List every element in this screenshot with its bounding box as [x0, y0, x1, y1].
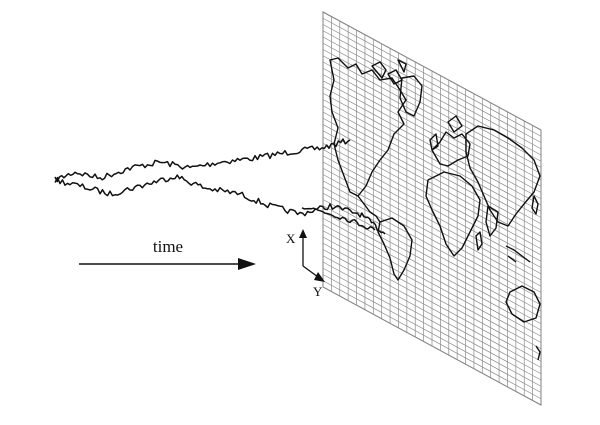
grid-line-horizontal: [322, 274, 542, 393]
time-label: time: [153, 237, 183, 256]
grid-line-horizontal: [322, 186, 542, 306]
north-america-outline: [329, 57, 407, 197]
grid-line-horizontal: [322, 86, 542, 206]
grid-line-horizontal: [322, 199, 542, 318]
grid-line-horizontal: [322, 92, 542, 212]
grid-line-horizontal: [322, 142, 542, 262]
time-arrow: time: [79, 237, 256, 270]
grid-line-horizontal: [322, 55, 542, 175]
europe-outline: [431, 131, 471, 167]
grid-line-horizontal: [322, 105, 542, 225]
trajectory-path-1: [54, 138, 351, 183]
grid-line-horizontal: [322, 261, 542, 381]
grid-line-horizontal: [322, 30, 542, 150]
grid-line-horizontal: [322, 249, 542, 368]
y-axis-line: [302, 265, 319, 278]
grid-line-horizontal: [322, 242, 542, 362]
south-america-outline: [377, 217, 413, 281]
grid-line-horizontal: [322, 99, 542, 218]
grid-line-horizontal: [322, 230, 542, 350]
greenland-outline: [399, 75, 423, 117]
grid-line-horizontal: [322, 11, 542, 131]
grid-line-horizontal: [322, 224, 542, 343]
grid-line-horizontal: [322, 167, 542, 287]
continent-outlines: [329, 57, 541, 361]
grid-line-horizontal: [322, 136, 542, 256]
indonesia-outline: [505, 245, 531, 263]
asia-outline: [465, 125, 541, 227]
x-axis-arrowhead: [299, 229, 307, 238]
british-isles-outline: [429, 115, 463, 151]
grid-line-horizontal: [322, 280, 542, 400]
x-axis-label: X: [286, 231, 296, 246]
grid-line-horizontal: [322, 255, 542, 375]
y-axis-label: Y: [313, 284, 323, 299]
grid-line-horizontal: [322, 217, 542, 337]
grid-line-horizontal: [322, 236, 542, 356]
grid-line-horizontal: [322, 286, 542, 406]
grid-line-horizontal: [322, 74, 542, 193]
grid-line-horizontal: [322, 17, 542, 137]
grid-line-horizontal: [322, 24, 542, 143]
madagascar-outline: [475, 231, 483, 251]
grid-line-horizontal: [322, 180, 542, 300]
time-arrow-head: [238, 258, 256, 270]
central-america-outline: [357, 195, 381, 223]
grid-line-horizontal: [322, 130, 542, 250]
xy-axes-indicator: [299, 229, 325, 282]
grid-line-horizontal: [322, 80, 542, 200]
grid-line-horizontal: [322, 124, 542, 243]
australia-outline: [505, 285, 541, 323]
india-outline: [485, 205, 499, 237]
y-axis-arrowhead: [314, 272, 325, 282]
grid-line-horizontal: [322, 155, 542, 275]
japan-outline: [531, 195, 539, 215]
grid-line-horizontal: [322, 267, 542, 387]
trajectories: [54, 138, 386, 235]
grid-line-horizontal: [322, 161, 542, 281]
map-grid: [322, 11, 542, 406]
grid-line-horizontal: [322, 192, 542, 312]
grid-line-horizontal: [322, 67, 542, 187]
grid-line-horizontal: [322, 111, 542, 231]
trajectory-path-2: [54, 174, 386, 235]
grid-line-horizontal: [322, 211, 542, 331]
new-zealand-outline: [535, 345, 541, 361]
africa-outline: [425, 171, 481, 257]
grid-line-horizontal: [322, 42, 542, 162]
grid-line-horizontal: [322, 61, 542, 181]
